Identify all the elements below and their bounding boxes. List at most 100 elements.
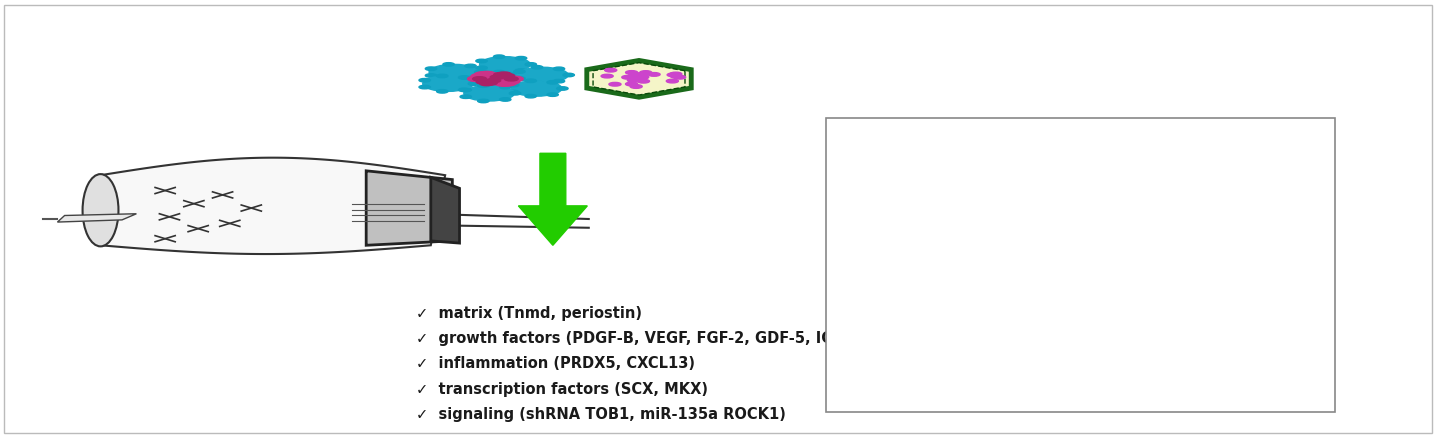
Circle shape	[626, 71, 638, 74]
Circle shape	[880, 199, 890, 202]
Circle shape	[916, 196, 926, 200]
Circle shape	[526, 63, 537, 66]
Circle shape	[498, 81, 517, 86]
Circle shape	[472, 77, 487, 81]
Circle shape	[602, 74, 613, 78]
Circle shape	[886, 192, 896, 195]
Polygon shape	[587, 60, 691, 97]
Circle shape	[910, 324, 919, 326]
Circle shape	[442, 63, 454, 66]
Circle shape	[966, 198, 978, 201]
Circle shape	[437, 90, 448, 93]
Circle shape	[478, 71, 495, 77]
Circle shape	[896, 184, 912, 189]
Circle shape	[673, 75, 685, 79]
Circle shape	[892, 189, 903, 192]
Text: nonviral vector: nonviral vector	[998, 181, 1146, 200]
Circle shape	[467, 81, 478, 84]
Circle shape	[939, 205, 949, 208]
Circle shape	[609, 82, 620, 86]
Circle shape	[925, 202, 935, 205]
Circle shape	[474, 71, 485, 74]
Circle shape	[916, 208, 926, 211]
Circle shape	[929, 189, 939, 192]
Circle shape	[485, 75, 503, 80]
Circle shape	[890, 186, 906, 191]
Circle shape	[478, 99, 490, 103]
Circle shape	[468, 82, 480, 85]
Circle shape	[906, 325, 915, 328]
Circle shape	[422, 76, 474, 92]
Circle shape	[932, 180, 978, 194]
Circle shape	[636, 75, 648, 78]
Circle shape	[859, 187, 869, 190]
Circle shape	[666, 79, 678, 83]
Circle shape	[547, 93, 559, 96]
Circle shape	[879, 188, 889, 191]
Circle shape	[912, 320, 922, 323]
Circle shape	[640, 71, 652, 74]
Circle shape	[636, 75, 649, 79]
Circle shape	[852, 177, 898, 191]
Circle shape	[465, 64, 477, 67]
Circle shape	[905, 190, 916, 194]
Circle shape	[923, 194, 933, 198]
Circle shape	[964, 180, 974, 183]
Circle shape	[864, 190, 875, 193]
Circle shape	[547, 81, 559, 84]
Circle shape	[902, 329, 910, 332]
Circle shape	[531, 81, 543, 85]
Circle shape	[883, 197, 929, 211]
Circle shape	[859, 200, 869, 203]
Text: ✓  inflammation (PRDX5, CXCL13): ✓ inflammation (PRDX5, CXCL13)	[416, 357, 695, 371]
Circle shape	[437, 74, 448, 78]
Circle shape	[484, 85, 495, 88]
Circle shape	[913, 184, 926, 188]
Circle shape	[936, 323, 946, 326]
Circle shape	[898, 170, 943, 184]
Circle shape	[885, 177, 895, 180]
Circle shape	[474, 72, 493, 77]
Circle shape	[893, 184, 909, 189]
Circle shape	[497, 72, 511, 76]
Circle shape	[902, 187, 918, 192]
Circle shape	[910, 327, 920, 330]
Circle shape	[902, 182, 912, 185]
Circle shape	[885, 318, 895, 321]
Circle shape	[494, 55, 505, 58]
Circle shape	[936, 321, 945, 324]
Circle shape	[923, 201, 933, 204]
Circle shape	[419, 78, 431, 82]
Circle shape	[514, 70, 526, 73]
Circle shape	[626, 82, 638, 86]
Circle shape	[505, 83, 517, 87]
Circle shape	[503, 79, 520, 84]
Circle shape	[898, 193, 910, 197]
Circle shape	[629, 78, 640, 82]
Circle shape	[939, 324, 948, 326]
Circle shape	[912, 192, 928, 197]
Circle shape	[972, 186, 982, 189]
Circle shape	[916, 186, 929, 190]
Circle shape	[482, 81, 497, 85]
Circle shape	[918, 191, 933, 195]
Circle shape	[902, 320, 910, 323]
Circle shape	[895, 179, 905, 182]
Circle shape	[929, 182, 939, 186]
Circle shape	[605, 68, 616, 72]
Polygon shape	[366, 171, 452, 245]
Circle shape	[516, 69, 527, 72]
Circle shape	[945, 192, 955, 195]
Circle shape	[849, 186, 859, 189]
Circle shape	[906, 189, 922, 194]
Circle shape	[920, 189, 932, 192]
Circle shape	[671, 74, 682, 78]
Circle shape	[553, 67, 564, 71]
Circle shape	[910, 169, 920, 172]
Circle shape	[632, 76, 643, 79]
Circle shape	[929, 170, 941, 173]
Circle shape	[628, 78, 639, 82]
Polygon shape	[101, 158, 445, 254]
Circle shape	[902, 196, 912, 199]
Text: ✓  transcription factors (SCX, MKX): ✓ transcription factors (SCX, MKX)	[416, 382, 708, 397]
